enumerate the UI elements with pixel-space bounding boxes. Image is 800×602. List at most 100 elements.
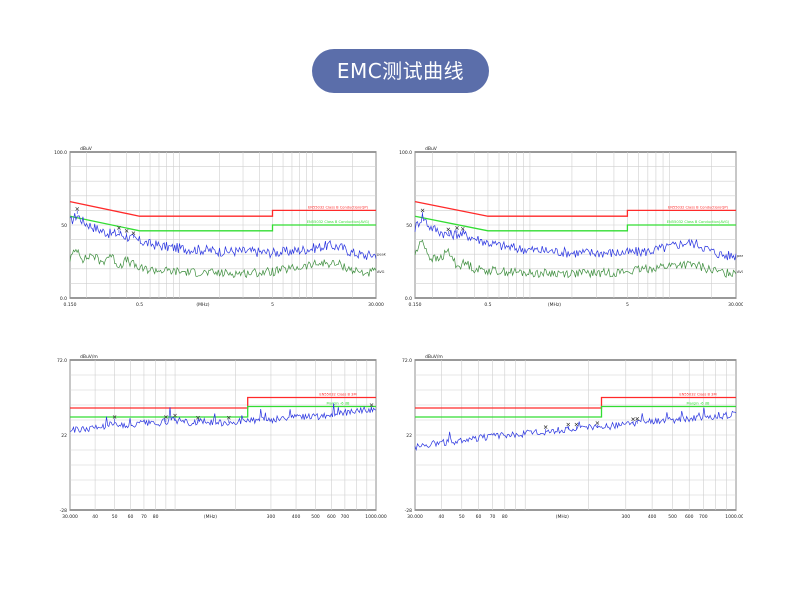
peak-marker — [112, 415, 117, 419]
y-tick-label: 0.0 — [405, 296, 412, 302]
peak-marker — [595, 421, 600, 425]
limit-line — [414, 200, 736, 217]
x-tick-label: 60 — [476, 514, 482, 520]
x-tick-label: 5 — [626, 302, 629, 308]
peak-marker — [420, 208, 425, 213]
series-line — [69, 248, 377, 279]
y-tick-label: 72.0 — [57, 358, 67, 364]
chart-radiated-left: 72.0 22 -28 dBuV/m 30.000 40 50 60 70 80 (MHz) 300 4… — [48, 350, 388, 529]
chart-svg: 72.0 22 -28 dBuV/m 30.000 40 50 60 70 80 (MHz) 300 4… — [402, 354, 747, 520]
peak-marker — [635, 416, 640, 421]
peak-marker — [196, 415, 200, 420]
limit-label: EN55032 Class B 3M — [679, 393, 716, 397]
series-line — [414, 239, 737, 279]
x-tick-label: 70 — [490, 514, 496, 520]
x-tick-label: 1000.000 — [365, 514, 387, 520]
peak-marker — [164, 415, 168, 419]
peak-marker — [455, 226, 459, 230]
limit-line — [70, 396, 376, 409]
series-label: peak — [737, 254, 743, 258]
x-tick-label: 0.5 — [484, 302, 491, 308]
x-tick-label: 30.000 — [407, 514, 423, 520]
peak-marker — [173, 413, 177, 418]
y-unit-label: dBuV/m — [425, 354, 443, 360]
peak-marker — [446, 227, 451, 232]
limit-line — [414, 215, 736, 232]
limit-label: Margin -6 dB — [327, 402, 350, 406]
peak-marker — [124, 229, 129, 233]
x-tick-label: 500 — [311, 514, 320, 520]
limit-label: EN55032 Class B Conduction(AVG) — [307, 220, 370, 224]
chart-svg: 100.0 50 0.0 dBuV 0.150 0.5 (MHz) 5 30.000 EN5503… — [54, 146, 387, 308]
chart-svg: 100.0 50 0.0 dBuV 0.150 0.5 (MHz) 5 30.000 EN5503… — [399, 146, 747, 308]
y-tick-label: -28 — [60, 508, 67, 514]
x-tick-label: 40 — [438, 514, 444, 520]
peak-marker — [631, 417, 635, 422]
x-tick-label: 0.150 — [64, 302, 77, 308]
y-tick-label: 50 — [406, 223, 412, 229]
x-tick-label: 500 — [668, 514, 677, 520]
x-tick-label: 300 — [267, 514, 276, 520]
peak-marker — [543, 425, 548, 429]
peak-marker — [574, 422, 579, 427]
y-tick-label: 100.0 — [399, 150, 412, 156]
chart-conducted-left: 100.0 50 0.0 dBuV 0.150 0.5 (MHz) 5 30.000 EN5503… — [48, 140, 388, 324]
x-tick-label: 400 — [648, 514, 657, 520]
x-tick-label: 50 — [112, 514, 118, 520]
limit-label: EN55032 Class B Conduction(AVG) — [667, 220, 730, 224]
x-tick-label: 60 — [128, 514, 134, 520]
x-tick-label: (MHz) — [556, 514, 569, 520]
x-tick-label: 40 — [92, 514, 98, 520]
limit-label: EN55032 Class B Conduction(QP) — [308, 205, 369, 209]
y-unit-label: dBuV — [80, 146, 93, 152]
limit-line — [415, 396, 736, 409]
peak-marker — [369, 403, 374, 407]
chart-radiated-right: 72.0 22 -28 dBuV/m 30.000 40 50 60 70 80 (MHz) 300 4… — [393, 350, 747, 529]
x-tick-label: (MHz) — [548, 302, 561, 308]
x-tick-label: 600 — [685, 514, 694, 520]
series-line — [69, 213, 377, 260]
y-tick-label: 22 — [406, 433, 412, 439]
x-tick-label: 30.000 — [728, 302, 743, 308]
x-tick-label: 30.000 — [368, 302, 384, 308]
page-title: EMC测试曲线 — [312, 49, 489, 93]
limit-line — [415, 405, 736, 418]
y-tick-label: 0.0 — [60, 296, 67, 302]
peak-marker — [566, 422, 571, 427]
x-tick-label: 50 — [459, 514, 465, 520]
limit-label: Margin -6 dB — [687, 402, 710, 406]
limit-line — [69, 215, 376, 232]
x-tick-label: 300 — [621, 514, 630, 520]
y-tick-label: 22 — [61, 433, 67, 439]
x-tick-label: 400 — [292, 514, 301, 520]
y-tick-label: 72.0 — [402, 358, 412, 364]
chart-conducted-right: 100.0 50 0.0 dBuV 0.150 0.5 (MHz) 5 30.000 EN5503… — [393, 140, 747, 324]
series-line — [414, 407, 737, 451]
y-tick-label: 50 — [61, 223, 67, 229]
y-tick-label: -28 — [405, 508, 412, 514]
x-tick-label: 700 — [699, 514, 708, 520]
x-tick-label: 30.000 — [62, 514, 78, 520]
peak-marker — [75, 207, 80, 211]
series-label: peak — [377, 253, 387, 257]
x-tick-label: 0.150 — [409, 302, 422, 308]
limit-label: EN55032 Class B 3M — [319, 393, 356, 397]
peak-marker — [460, 227, 465, 231]
x-tick-label: 600 — [327, 514, 336, 520]
x-tick-label: 80 — [502, 514, 508, 520]
peak-marker — [226, 415, 231, 420]
series-label: AVG — [377, 270, 385, 274]
y-tick-label: 100.0 — [54, 150, 67, 156]
x-tick-label: 700 — [341, 514, 350, 520]
limit-line — [69, 200, 376, 217]
x-tick-label: (MHz) — [204, 514, 217, 520]
x-tick-label: 1000.000 — [725, 514, 743, 520]
chart-svg: 72.0 22 -28 dBuV/m 30.000 40 50 60 70 80 (MHz) 300 4… — [57, 354, 387, 520]
x-tick-label: 70 — [141, 514, 147, 520]
x-tick-label: (MHz) — [196, 302, 209, 308]
y-unit-label: dBuV/m — [80, 354, 98, 360]
y-unit-label: dBuV — [425, 146, 438, 152]
x-tick-label: 0.5 — [136, 302, 143, 308]
series-line — [69, 403, 377, 433]
series-label: AVG — [737, 270, 743, 274]
